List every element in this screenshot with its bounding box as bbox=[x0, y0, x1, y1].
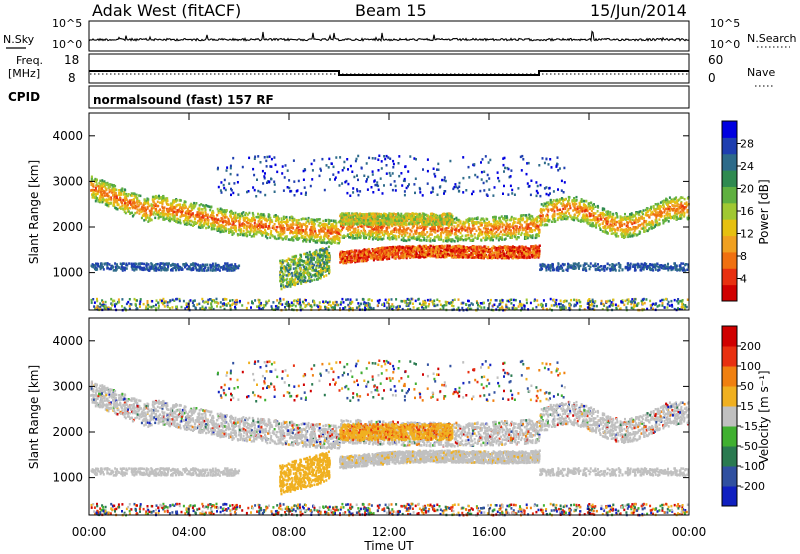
cpid-label: CPID bbox=[8, 90, 40, 104]
nave-tick-0: 0 bbox=[708, 71, 716, 85]
station-title: Adak West (fitACF) bbox=[92, 1, 241, 20]
cpid-program: normalsound (fast) 157 RF bbox=[93, 93, 274, 107]
time-tick-label: 20:00 bbox=[572, 525, 607, 539]
freq-tick-8: 8 bbox=[68, 71, 76, 85]
velocity-colorbar-label: Velocity [m s⁻¹] bbox=[757, 370, 771, 463]
colorbar-tick: 50 bbox=[740, 380, 754, 393]
time-tick-label: 08:00 bbox=[272, 525, 307, 539]
colorbar-tick: 100 bbox=[740, 360, 761, 373]
colorbar-tick: -15 bbox=[740, 420, 758, 433]
freq-unit-label: [MHz] bbox=[8, 67, 40, 80]
nave-tick-60: 60 bbox=[708, 53, 723, 67]
ytick-label: 3000 bbox=[52, 174, 83, 188]
power-ylabel: Slant Range [km] bbox=[27, 160, 41, 264]
power-data bbox=[90, 154, 690, 312]
ytick-label: 3000 bbox=[52, 379, 83, 393]
noise-tick-right-bottom: 10^0 bbox=[710, 38, 740, 51]
ytick-label: 1000 bbox=[52, 471, 83, 485]
colorbar-tick: -50 bbox=[740, 440, 758, 453]
ytick-label: 2000 bbox=[52, 425, 83, 439]
velocity-panel: 4000 3000 2000 1000 Slant Range [km] 200 100… bbox=[27, 317, 771, 517]
velocity-data bbox=[90, 359, 690, 517]
ytick-label: 2000 bbox=[52, 220, 83, 234]
date-title: 15/Jun/2014 bbox=[590, 1, 687, 20]
colorbar-tick: 20 bbox=[740, 183, 754, 196]
freq-trace bbox=[89, 70, 689, 76]
time-tick-label: 12:00 bbox=[372, 525, 407, 539]
noise-tick-right-top: 10^5 bbox=[710, 17, 740, 30]
time-axis: 00:00 04:00 08:00 12:00 16:00 20:00 00:00 bbox=[72, 113, 707, 539]
velocity-ylabel: Slant Range [km] bbox=[27, 365, 41, 469]
colorbar-tick: 8 bbox=[740, 250, 747, 263]
colorbar-tick: 24 bbox=[740, 160, 754, 173]
colorbar-tick: 200 bbox=[740, 340, 761, 353]
power-colorbar-label: Power [dB] bbox=[757, 179, 771, 244]
time-tick-label: 00:00 bbox=[72, 525, 107, 539]
freq-tick-18: 18 bbox=[64, 53, 79, 67]
time-tick-label: 16:00 bbox=[472, 525, 507, 539]
noise-panel: N.Sky 10^5 10^0 10^5 10^0 N.Search bbox=[3, 17, 797, 52]
freq-label: Freq. bbox=[16, 54, 43, 67]
colorbar-tick: 12 bbox=[740, 228, 754, 241]
ytick-label: 1000 bbox=[52, 266, 83, 280]
velocity-colorbar: 200 100 50 15 -15 -50 -100 -200 bbox=[721, 325, 765, 507]
colorbar-tick: -200 bbox=[740, 480, 765, 493]
beam-title: Beam 15 bbox=[355, 1, 427, 20]
noise-right-label: N.Search bbox=[747, 32, 797, 45]
noise-left-label: N.Sky bbox=[3, 33, 35, 46]
colorbar-tick: -100 bbox=[740, 460, 765, 473]
ytick-label: 4000 bbox=[52, 129, 83, 143]
time-tick-label: 00:00 bbox=[672, 525, 707, 539]
cpid-panel: CPID normalsound (fast) 157 RF bbox=[8, 85, 690, 109]
noise-trace bbox=[88, 30, 689, 50]
noise-tick-bottom: 10^0 bbox=[52, 38, 82, 51]
ytick-label: 4000 bbox=[52, 334, 83, 348]
power-colorbar: 28 24 20 16 12 8 4 bbox=[721, 120, 754, 302]
freq-panel: Freq. [MHz] 18 8 60 0 Nave bbox=[8, 53, 775, 87]
colorbar-tick: 4 bbox=[740, 273, 747, 286]
colorbar-tick: 15 bbox=[740, 400, 754, 413]
noise-tick-top: 10^5 bbox=[52, 17, 82, 30]
time-tick-label: 04:00 bbox=[172, 525, 207, 539]
nave-label: Nave bbox=[747, 66, 775, 79]
colorbar-tick: 28 bbox=[740, 138, 754, 151]
colorbar-tick: 16 bbox=[740, 205, 754, 218]
power-panel: 4000 3000 2000 1000 Slant Range [km] 28 24 20… bbox=[27, 112, 771, 312]
time-axis-label: Time UT bbox=[363, 539, 414, 553]
